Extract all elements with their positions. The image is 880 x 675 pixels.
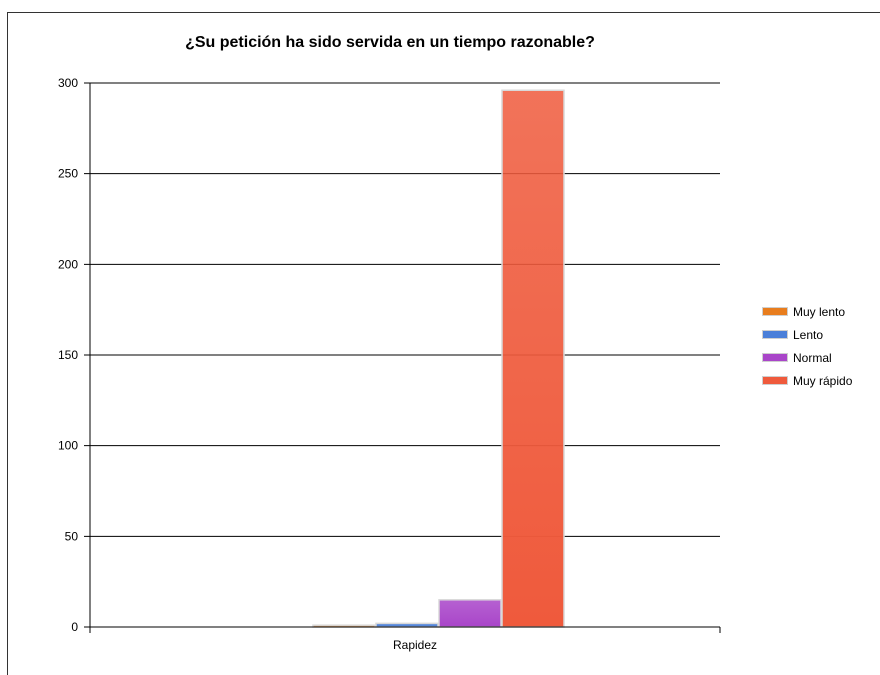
legend-swatch [762, 353, 788, 362]
legend-item: Muy rápido [762, 369, 852, 392]
bar-lento [375, 622, 439, 628]
bar-muy-rápido [501, 89, 565, 628]
bars [312, 89, 565, 628]
legend-swatch [762, 330, 788, 339]
legend-label: Muy lento [793, 304, 846, 319]
legend-label: Normal [793, 350, 832, 365]
legend-item: Normal [762, 346, 852, 369]
grid-lines [84, 82, 720, 628]
y-tick-label: 50 [65, 529, 79, 543]
y-tick-label: 0 [71, 620, 78, 634]
bar-normal [438, 599, 502, 628]
y-tick-label: 200 [58, 257, 78, 271]
legend: Muy lento Lento Normal Muy rápido [762, 300, 852, 392]
y-tick-label: 250 [58, 167, 78, 181]
legend-swatch [762, 307, 788, 316]
legend-item: Lento [762, 323, 852, 346]
legend-item: Muy lento [762, 300, 852, 323]
y-tick-label: 300 [58, 76, 78, 90]
axes [89, 83, 721, 633]
y-tick-label: 100 [58, 439, 78, 453]
legend-label: Lento [793, 327, 824, 342]
chart-frame [7, 12, 880, 675]
legend-label: Muy rápido [793, 373, 853, 388]
chart-title: ¿Su petición ha sido servida en un tiemp… [185, 34, 595, 51]
legend-swatch [762, 376, 788, 385]
x-tick-label: Rapidez [393, 638, 437, 652]
x-tick-labels: Rapidez [393, 638, 437, 652]
y-tick-labels: 0 50 100 150 200 250 300 [58, 76, 78, 634]
y-tick-label: 150 [58, 348, 78, 362]
